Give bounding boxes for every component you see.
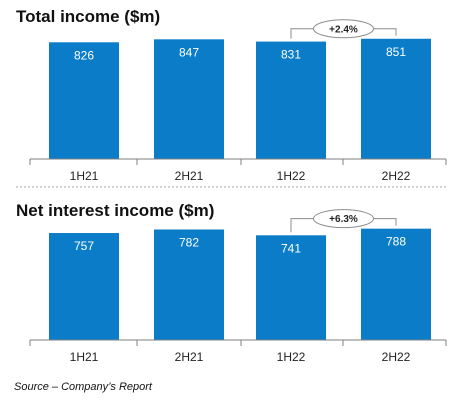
panel-1-data-label-1h21: 826 <box>74 48 94 62</box>
panel-1-bar-2h22 <box>361 38 431 159</box>
panel-2-bar-1h21 <box>49 233 119 340</box>
panel-1-bar-2h21 <box>154 39 224 159</box>
panel-2-bar-2h21 <box>154 229 224 340</box>
panel-2-tick-label-2h22: 2H22 <box>382 350 411 364</box>
panel-2-bar-2h22 <box>361 228 431 340</box>
panel-2-tick-label-1h21: 1H21 <box>70 350 99 364</box>
panel-1-data-label-2h21: 847 <box>179 45 199 59</box>
panel-1-title: Total income ($m) <box>16 7 160 26</box>
panel-2-data-label-1h22: 741 <box>281 241 301 255</box>
panel-1-tick-label-2h21: 2H21 <box>175 169 204 183</box>
panel-2-growth-label: +6.3% <box>329 214 358 225</box>
panel-1-growth-bubble <box>313 19 374 39</box>
panel-1-data-label-2h22: 851 <box>386 45 406 59</box>
panel-2-tick-label-2h21: 2H21 <box>175 350 204 364</box>
panel-2-growth-bubble <box>313 209 374 229</box>
panel-2-data-label-2h22: 788 <box>386 235 406 249</box>
panel-1-bar-1h22 <box>256 41 326 160</box>
panel-1-growth-bracket <box>290 28 397 39</box>
panel-2-bar-1h22 <box>256 235 326 340</box>
panel-1-bar-1h21 <box>49 42 119 159</box>
panel-1-tick-label-1h22: 1H22 <box>277 169 306 183</box>
panel-2-title: Net interest income ($m) <box>16 201 214 220</box>
panel-1-data-label-1h22: 831 <box>281 48 301 62</box>
source-note: Source – Company’s Report <box>14 381 152 393</box>
panel-1-tick-label-2h22: 2H22 <box>382 169 411 183</box>
panel-2-tick-label-1h22: 1H22 <box>277 350 306 364</box>
panel-1-tick-label-1h21: 1H21 <box>70 169 99 183</box>
panel-2-data-label-2h21: 782 <box>179 236 199 250</box>
panel-1-growth-label: +2.4% <box>329 24 358 35</box>
panel-2-growth-bracket <box>290 218 397 233</box>
panel-2-data-label-1h21: 757 <box>74 239 94 253</box>
